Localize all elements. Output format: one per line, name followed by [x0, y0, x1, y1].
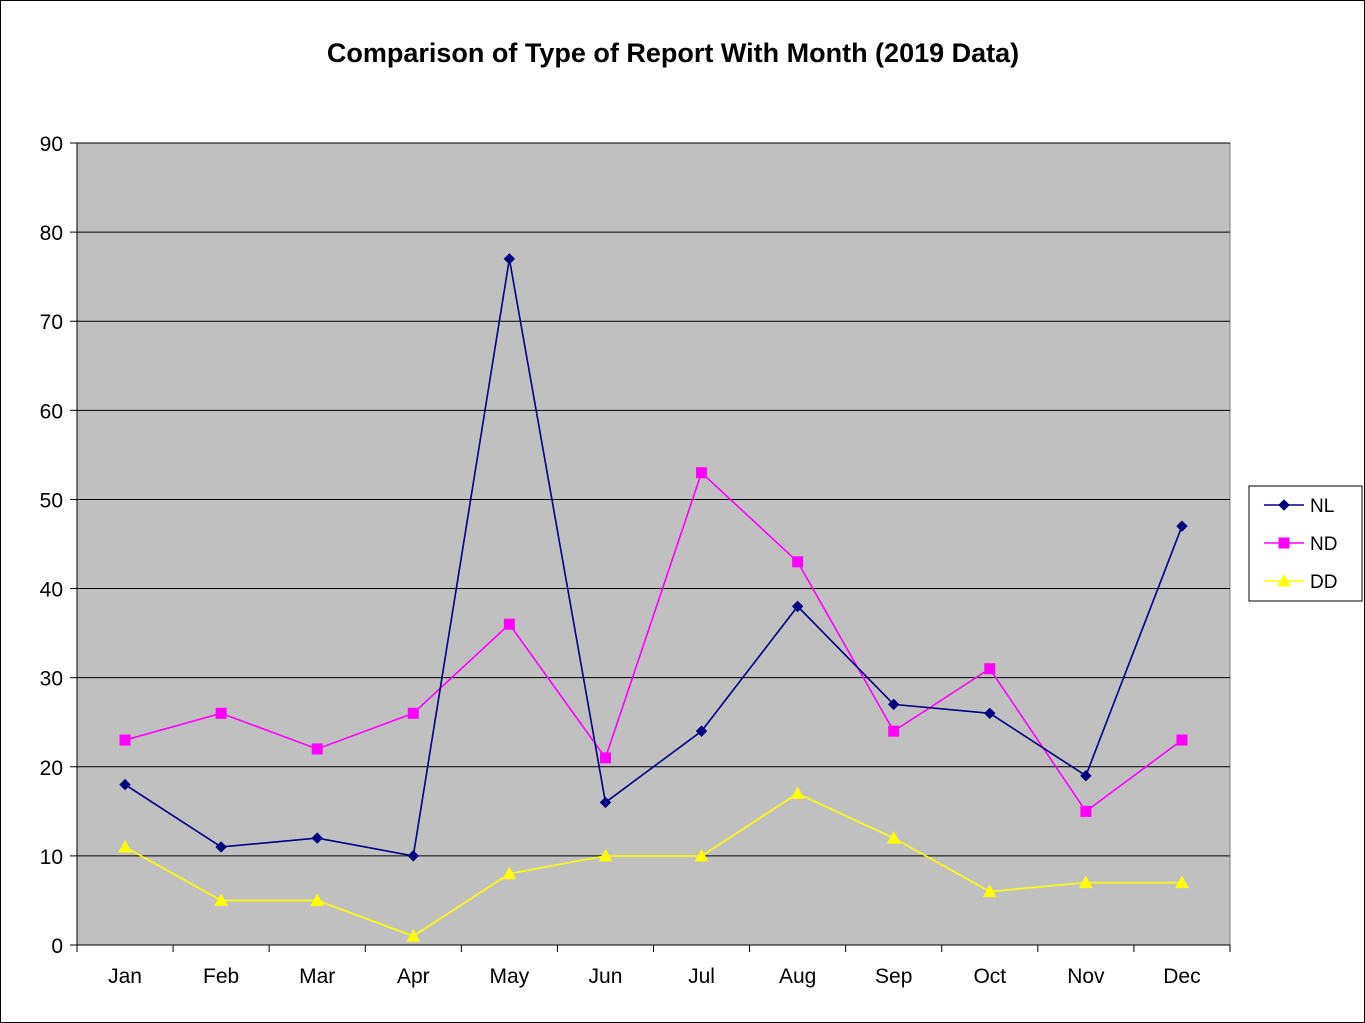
legend-label-nl: NL: [1310, 496, 1334, 517]
series-line-nd: [124, 471, 1183, 813]
gridlines: [77, 142, 1230, 857]
data-point-nl: [503, 253, 516, 265]
legend: NL ND DD: [1248, 485, 1363, 602]
legend-item-dd: DD: [1264, 572, 1337, 593]
axes: 0 10 20 30 40 50 60 70 80 90 Jan Feb Mar Apr May Jun Jul…: [40, 133, 1231, 988]
data-point-dd: [214, 893, 228, 906]
y-tick-label: 0: [51, 935, 63, 958]
x-tick-label: Feb: [203, 965, 239, 988]
data-point-nl: [1080, 769, 1092, 782]
data-point-nd: [696, 467, 708, 479]
x-tick-label: Jan: [108, 965, 142, 988]
x-tick-label: Jul: [688, 965, 715, 988]
data-point-nd: [599, 752, 611, 764]
data-point-nl: [1176, 520, 1188, 532]
x-tick-label: Jun: [589, 965, 623, 988]
legend-label-dd: DD: [1310, 572, 1337, 593]
plot-area: [76, 142, 1231, 946]
data-point-nd: [984, 663, 996, 675]
data-point-nl: [119, 778, 131, 791]
data-point-dd: [118, 839, 132, 853]
data-point-dd: [790, 786, 805, 800]
series-nd: [119, 467, 1188, 817]
series-nl: [119, 253, 1188, 862]
data-point-nl: [695, 725, 708, 737]
legend-label-nd: ND: [1310, 534, 1337, 555]
data-point-dd: [886, 831, 901, 844]
series-line-nl: [124, 258, 1183, 857]
data-point-nd: [407, 707, 419, 719]
y-tick-label: 50: [40, 489, 63, 512]
legend-marker-dd: [1277, 573, 1291, 587]
data-point-dd: [982, 884, 997, 898]
y-tick-label: 40: [40, 579, 63, 602]
x-tick-label: Mar: [299, 965, 335, 988]
data-point-dd: [310, 893, 325, 906]
data-point-nd: [311, 743, 323, 755]
x-tick-label: Aug: [779, 965, 816, 988]
x-tick-label: May: [490, 965, 530, 988]
x-tick-label: Oct: [973, 965, 1006, 988]
data-point-nd: [215, 707, 227, 719]
x-tick-label: Sep: [875, 965, 912, 988]
data-point-nd: [119, 734, 131, 746]
legend-marker-nl: [1278, 499, 1290, 511]
legend-marker-nd: [1278, 537, 1290, 549]
data-point-nl: [599, 796, 612, 809]
data-point-nl: [407, 850, 419, 862]
y-tick-label: 60: [40, 400, 63, 423]
data-point-dd: [1175, 875, 1189, 889]
legend-item-nd: ND: [1264, 534, 1337, 555]
chart-title: Comparison of Type of Report With Month …: [327, 38, 1019, 68]
series-dd: [118, 786, 1189, 942]
data-point-dd: [694, 848, 709, 862]
data-point-dd: [1079, 875, 1093, 889]
data-point-nl: [888, 698, 900, 711]
data-point-dd: [406, 929, 421, 942]
data-point-nd: [1176, 734, 1188, 746]
x-tick-label: Nov: [1067, 965, 1105, 988]
series-layer: [118, 253, 1189, 942]
data-point-nd: [503, 618, 515, 630]
y-tick-label: 80: [40, 222, 63, 245]
x-tick-label: Apr: [397, 965, 430, 988]
y-tick-label: 90: [40, 133, 63, 156]
y-tick-label: 20: [40, 757, 63, 780]
data-point-nd: [888, 725, 900, 737]
data-point-nl: [215, 841, 227, 853]
data-point-nl: [311, 832, 323, 844]
data-point-nd: [792, 556, 804, 568]
data-point-nl: [984, 707, 996, 720]
data-point-dd: [598, 848, 613, 862]
y-tick-label: 30: [40, 668, 63, 691]
data-point-nd: [1080, 805, 1092, 817]
legend-items: NL ND DD: [1264, 496, 1337, 593]
series-line-dd: [124, 792, 1182, 937]
data-point-dd: [502, 866, 517, 880]
x-tick-label: Dec: [1163, 965, 1200, 988]
legend-item-nl: NL: [1264, 496, 1334, 517]
y-tick-label: 70: [40, 311, 63, 334]
data-point-nl: [791, 600, 804, 613]
y-tick-label: 10: [40, 846, 63, 869]
